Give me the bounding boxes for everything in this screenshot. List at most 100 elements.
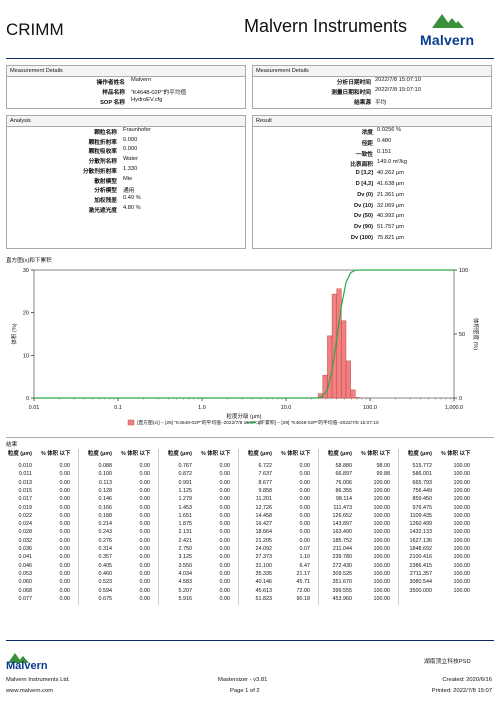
table-cell-volume: 0.00 <box>299 487 311 494</box>
result-value: 0.0256 % <box>377 127 402 133</box>
table-cell-size: 399.555 <box>332 587 353 594</box>
footer-website[interactable]: www.malvern.com <box>6 688 54 694</box>
table-cell-volume: 0.00 <box>139 595 151 602</box>
table-cell-size: 756.449 <box>412 487 433 494</box>
y-right-tick-label: 50 <box>459 332 465 338</box>
histogram-bar <box>355 397 361 399</box>
table-cell-volume: 0.00 <box>139 537 151 544</box>
table-cell-size: 1.875 <box>178 521 193 528</box>
table-cell-size: 98.114 <box>335 496 352 503</box>
table-cell-size: 185.752 <box>332 537 353 544</box>
plot-frame <box>33 269 455 399</box>
table-cell-volume: 0.00 <box>139 562 151 569</box>
table-cell-size: 35.335 <box>255 570 273 577</box>
table-cell-size: 163.490 <box>332 529 353 536</box>
analysis-value: 1.330 <box>123 165 138 172</box>
histogram-bar <box>350 389 356 399</box>
y-left-axis-label: 体积 (%) <box>10 323 18 344</box>
table-cell-size: 0.113 <box>98 479 112 486</box>
result-label: Dv (50) <box>354 213 373 220</box>
y-right-axis-label: 体积密度 (%) <box>472 318 480 350</box>
footer-company: Malvern Instruments Ltd. <box>6 677 70 683</box>
footer-customer: 湖南顶立科技PSD <box>424 659 471 665</box>
table-cell-size: 76.006 <box>335 479 353 486</box>
legend-label-cumulative: [下累积] – [29] "K4648-02P"的平均值–2022/7/8 15… <box>259 419 379 426</box>
table-cell-size: 0.013 <box>18 479 33 486</box>
table-cell-size: 1.125 <box>178 487 193 494</box>
table-cell-volume: 45.71 <box>296 579 311 586</box>
table-cell-volume: 100.00 <box>453 512 471 519</box>
table-cell-volume: 100.00 <box>373 595 391 602</box>
table-cell-volume: 0.00 <box>299 512 311 519</box>
table-cell-volume: 100.00 <box>373 479 391 486</box>
table-cell-volume: 0.00 <box>219 554 231 561</box>
table-cell-size: 1848.692 <box>409 546 432 552</box>
cumulative-curve <box>34 269 454 399</box>
footer-divider <box>6 640 494 641</box>
measurement-details-right-panel: Measurement Details 分析日期时间 2022/7/8 15:0… <box>252 65 492 109</box>
table-cell-volume: 0.00 <box>219 587 231 594</box>
x-tick-label: 1.0 <box>198 405 206 411</box>
column-header-volume: % 体积 以下 <box>441 451 471 457</box>
table-cell-volume: 0.00 <box>59 471 71 478</box>
detail-label: 分析日期时间 <box>336 80 371 86</box>
table-cell-volume: 100.00 <box>373 579 391 586</box>
x-axis-label: 粒度分级 (μm) <box>227 412 262 420</box>
footer-created: Created: 2020/6/16 <box>442 677 492 683</box>
table-cell-volume: 0.00 <box>139 579 151 586</box>
table-cell-size: 0.460 <box>98 570 113 577</box>
measurement-details-left-panel: Measurement Details 操作者姓名 Malvern 样品名称 "… <box>6 65 246 109</box>
result-label: Dv (100) <box>350 235 373 241</box>
table-cell-size: 0.028 <box>18 529 33 536</box>
panel-title: Result <box>253 116 491 127</box>
table-cell-volume: 0.00 <box>219 521 231 528</box>
table-cell-size: 66.897 <box>335 471 353 478</box>
company-title: Malvern Instruments <box>244 16 408 36</box>
table-cell-volume: 0.00 <box>139 554 151 561</box>
table-cell-size: 45.613 <box>255 587 273 594</box>
results-table: 粒度 (μm)% 体积 以下 0.010 0.00 0.011 0.00 0.013 0.0… <box>0 449 498 609</box>
footer-software: Mastersizer - v3.81 <box>218 677 268 683</box>
table-cell-size: 14.458 <box>255 512 273 519</box>
table-cell-size: 18.664 <box>255 529 273 536</box>
result-label: 浓度 <box>361 130 373 136</box>
table-cell-volume: 0.00 <box>219 496 231 503</box>
table-cell-size: 0.088 <box>98 463 113 469</box>
table-cell-volume: 21.17 <box>296 570 311 577</box>
table-cell-size: 0.276 <box>98 537 113 544</box>
table-cell-size: 8.677 <box>258 479 273 486</box>
legend-swatch-histogram <box>127 419 135 426</box>
table-cell-size: 3500.000 <box>409 587 432 594</box>
result-value: 40.262 μm <box>377 170 404 177</box>
table-cell-size: 976.475 <box>412 504 433 511</box>
table-cell-volume: 0.00 <box>219 463 231 469</box>
table-cell-volume: 0.00 <box>299 471 311 478</box>
result-value: 41.638 μm <box>377 181 404 187</box>
result-value: 149.0 m²/kg <box>377 159 408 166</box>
results-divider <box>6 437 494 438</box>
histogram-bar <box>345 360 351 399</box>
table-cell-size: 4.034 <box>178 570 193 577</box>
table-cell-volume: 0.00 <box>219 479 231 486</box>
column-separator <box>158 449 159 605</box>
table-cell-size: 309.525 <box>332 570 353 577</box>
table-cell-size: 2100.416 <box>409 554 432 561</box>
column-header-volume: % 体积 以下 <box>281 451 311 457</box>
table-cell-size: 12.726 <box>255 504 273 511</box>
analysis-label: 加权残差 <box>94 197 117 204</box>
table-cell-volume: 100.00 <box>453 587 471 594</box>
table-cell-volume: 0.00 <box>59 537 71 544</box>
table-cell-size: 0.036 <box>18 546 33 552</box>
footer-printed: Printed: 2022/7/8 15:07 <box>431 688 492 694</box>
footer-logo-triangles-icon <box>8 653 29 663</box>
table-cell-size: 31.100 <box>255 562 273 569</box>
logo-triangles-icon <box>432 14 464 28</box>
table-cell-volume: 72.00 <box>296 587 311 594</box>
table-cell-size: 0.068 <box>18 587 33 594</box>
table-cell-volume: 0.00 <box>59 554 71 561</box>
column-header-size: 粒度 (μm) <box>88 451 112 457</box>
table-cell-size: 5.207 <box>178 587 193 594</box>
table-cell-volume: 0.00 <box>139 529 151 536</box>
table-cell-volume: 0.00 <box>59 479 71 486</box>
table-cell-size: 126.652 <box>332 512 353 519</box>
